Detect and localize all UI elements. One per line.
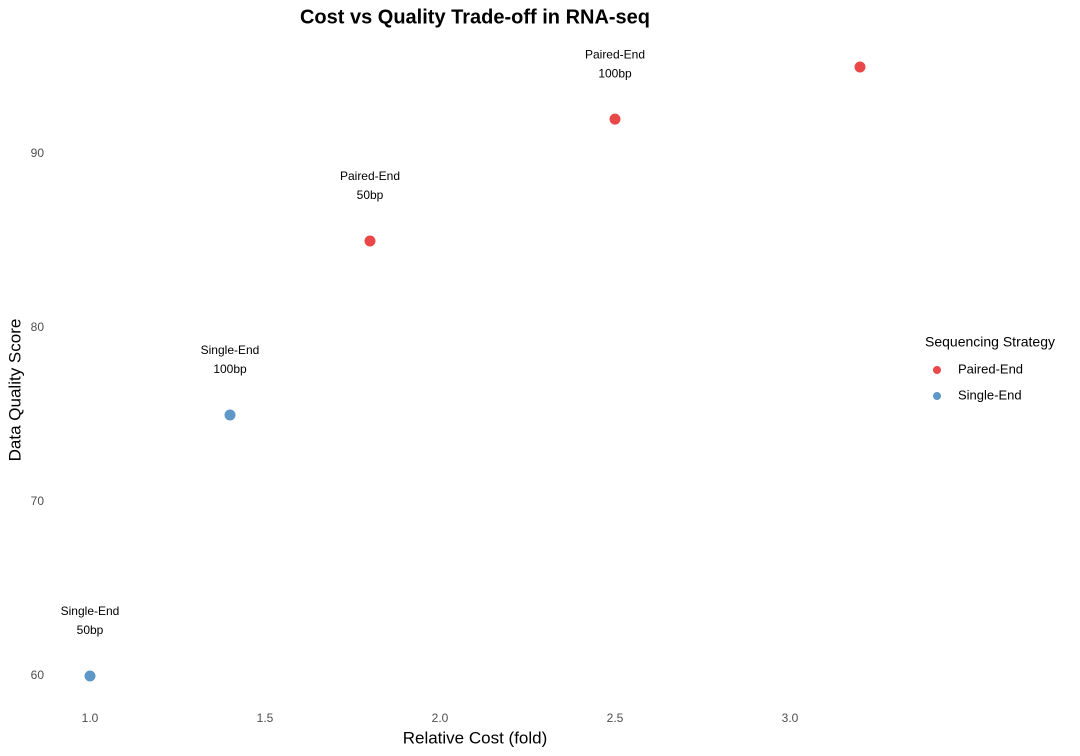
legend-marker [933,392,941,400]
y-tick-label: 90 [31,146,45,160]
point [854,61,866,73]
point-label: 100bp [213,362,247,376]
point [609,113,621,125]
x-tick-label: 2.0 [432,711,449,725]
point-label: Single-End [61,604,120,618]
point-label: Paired-End [340,169,400,183]
y-tick-label: 70 [31,494,45,508]
x-axis-label: Relative Cost (fold) [403,728,548,747]
point [224,409,236,421]
legend-label: Paired-End [958,361,1023,376]
x-tick-label: 3.0 [782,711,799,725]
point-label: Paired-End [585,47,645,61]
legend-marker [933,366,941,374]
point [364,235,376,247]
x-tick-label: 2.5 [607,711,624,725]
point-label: 100bp [598,66,632,80]
point-label: 50bp [77,623,104,637]
y-axis-label: Data Quality Score [5,319,24,462]
y-tick-label: 80 [31,320,45,334]
point-label: Single-End [201,343,260,357]
legend-title: Sequencing Strategy [925,334,1055,350]
point-label: 50bp [357,188,384,202]
y-tick-label: 60 [31,668,45,682]
point [84,670,96,682]
x-tick-label: 1.0 [82,711,99,725]
x-tick-label: 1.5 [257,711,274,725]
legend-label: Single-End [958,387,1022,402]
chart-title: Cost vs Quality Trade-off in RNA-seq [300,6,650,28]
